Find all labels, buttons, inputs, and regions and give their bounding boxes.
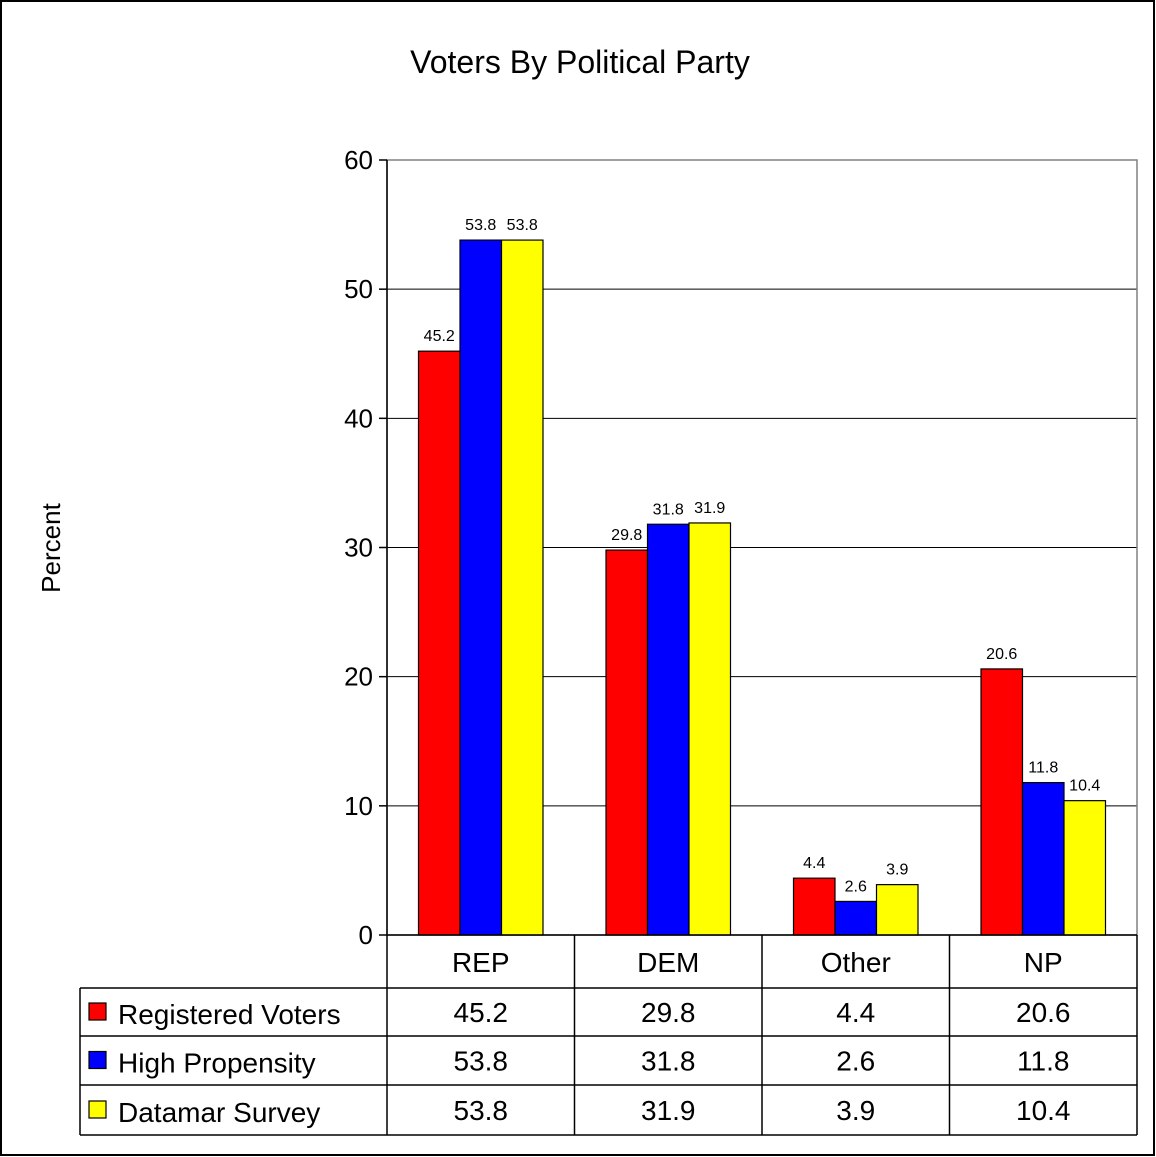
y-axis-label: Percent (36, 502, 66, 592)
table-cell: 4.4 (836, 997, 875, 1028)
legend-swatch (88, 1002, 107, 1021)
legend-swatch (88, 1050, 107, 1070)
y-tick-label: 20 (344, 662, 373, 692)
bar-np-0 (980, 668, 1024, 936)
x-tick-label: NP (1024, 947, 1063, 978)
y-tick-label: 60 (344, 145, 373, 175)
bar-dem-1 (646, 523, 690, 936)
bars (417, 239, 1107, 936)
table-cell: 53.8 (454, 1046, 509, 1077)
y-tick-label: 40 (344, 403, 373, 433)
table-cell: 11.8 (1017, 1046, 1069, 1077)
y-tick-label: 50 (344, 274, 373, 304)
bar-other-1 (834, 900, 878, 936)
table-cell: 29.8 (641, 997, 696, 1028)
x-tick-label: REP (452, 947, 510, 978)
data-label: 53.8 (507, 217, 538, 234)
data-label: 20.6 (986, 646, 1017, 663)
x-tick-label: Other (821, 947, 891, 978)
bar-np-1 (1021, 781, 1065, 936)
data-label: 53.8 (465, 217, 496, 234)
legend-label: Registered Voters (118, 999, 341, 1030)
y-axis: 0 10 20 30 40 50 60 (344, 145, 388, 950)
table-cell: 53.8 (454, 1095, 509, 1126)
bar-rep-0 (417, 350, 461, 936)
bar-other-0 (792, 877, 836, 936)
data-label: 11.8 (1028, 760, 1058, 777)
data-label: 45.2 (424, 328, 455, 345)
bar-rep-2 (500, 239, 544, 936)
data-label: 10.4 (1069, 778, 1100, 795)
x-tick-label: DEM (637, 947, 699, 978)
y-tick-label: 0 (359, 920, 373, 950)
bar-rep-1 (459, 239, 503, 936)
data-label: 31.9 (694, 500, 725, 517)
legend-label: Datamar Survey (118, 1097, 320, 1128)
y-tick-label: 30 (344, 533, 373, 563)
table-cell: 2.6 (836, 1046, 875, 1077)
table-cell: 31.8 (641, 1046, 696, 1077)
bar-dem-0 (605, 549, 649, 936)
table-cell: 45.2 (454, 997, 509, 1028)
data-label: 29.8 (611, 527, 642, 544)
data-label: 31.8 (653, 501, 684, 518)
bar-dem-2 (688, 522, 732, 936)
table-cell: 10.4 (1016, 1095, 1071, 1126)
bar-np-2 (1063, 800, 1107, 936)
data-table: REP DEM Other NP Registered Voters 45.2 29.8 4.… (79, 934, 1138, 1136)
data-labels: 45.2 53.8 53.8 29.8 31.8 31.9 4.4 2.6 3.9 20.6 11.… (424, 217, 1101, 895)
y-tick-label: 10 (344, 791, 373, 821)
chart-title: Voters By Political Party (410, 44, 750, 80)
data-label: 2.6 (845, 878, 867, 895)
table-cell: 20.6 (1016, 997, 1071, 1028)
table-cell: 31.9 (641, 1095, 696, 1126)
legend-swatch (88, 1100, 107, 1119)
data-label: 4.4 (803, 855, 825, 872)
legend-label: High Propensity (118, 1048, 316, 1079)
bar-other-2 (875, 884, 919, 936)
table-cell: 3.9 (836, 1095, 875, 1126)
data-label: 3.9 (886, 862, 908, 879)
